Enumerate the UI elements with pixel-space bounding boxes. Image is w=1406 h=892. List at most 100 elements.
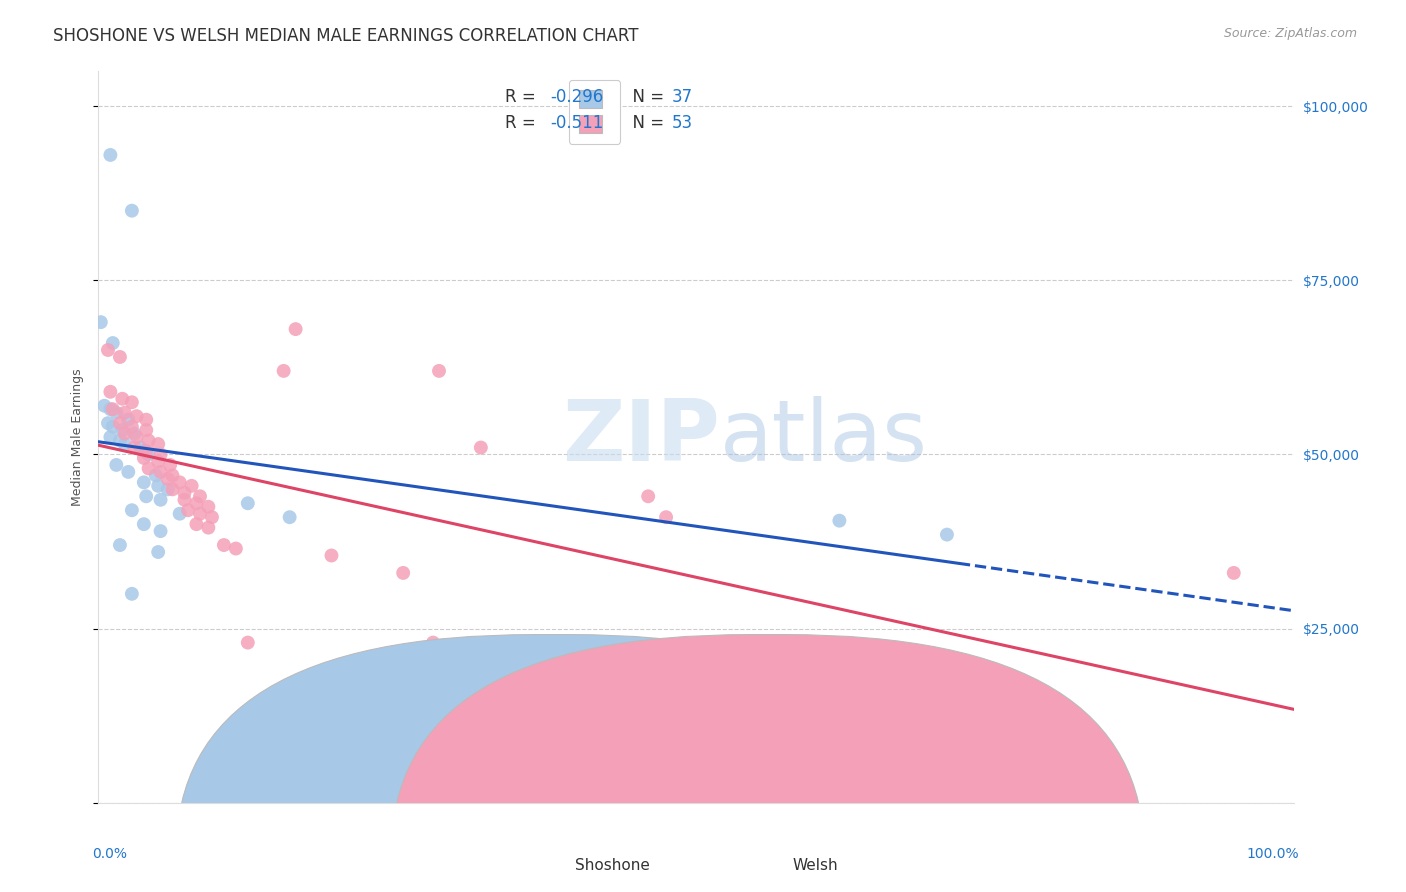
Text: ZIP: ZIP — [562, 395, 720, 479]
FancyBboxPatch shape — [176, 634, 929, 892]
Point — [186, 496, 208, 510]
Point — [111, 392, 134, 406]
Point — [180, 479, 202, 493]
Point — [236, 496, 259, 510]
Point — [321, 549, 343, 563]
Point — [637, 489, 659, 503]
Point — [148, 437, 170, 451]
Text: Shoshone: Shoshone — [575, 858, 650, 872]
Point — [278, 510, 301, 524]
Point — [135, 412, 157, 426]
Point — [98, 402, 122, 417]
FancyBboxPatch shape — [391, 634, 1144, 892]
Point — [97, 416, 120, 430]
Point — [129, 441, 152, 455]
Point — [828, 514, 851, 528]
Point — [197, 500, 219, 514]
Point — [108, 416, 131, 430]
Point — [132, 450, 155, 465]
Point — [101, 402, 124, 417]
Point — [98, 148, 122, 162]
Point — [186, 517, 208, 532]
Point — [93, 399, 115, 413]
Text: SHOSHONE VS WELSH MEDIAN MALE EARNINGS CORRELATION CHART: SHOSHONE VS WELSH MEDIAN MALE EARNINGS C… — [53, 27, 638, 45]
Point — [188, 489, 211, 503]
Text: R =: R = — [505, 113, 546, 131]
Text: R =: R = — [505, 88, 541, 106]
Text: -0.296: -0.296 — [550, 88, 603, 106]
Point — [169, 507, 191, 521]
Point — [733, 657, 755, 671]
Point — [148, 545, 170, 559]
Point — [149, 524, 172, 538]
Point — [98, 430, 122, 444]
Point — [156, 472, 179, 486]
Point — [138, 461, 160, 475]
Point — [236, 635, 259, 649]
Text: -0.511: -0.511 — [550, 113, 603, 131]
Text: 53: 53 — [672, 113, 693, 131]
Point — [125, 409, 148, 424]
Point — [124, 441, 146, 455]
Point — [149, 465, 172, 479]
Point — [132, 444, 155, 458]
Point — [114, 406, 136, 420]
Point — [135, 489, 157, 503]
Point — [936, 527, 959, 541]
Point — [121, 395, 143, 409]
Point — [1223, 566, 1246, 580]
Point — [177, 503, 200, 517]
Point — [108, 434, 131, 448]
Point — [90, 315, 112, 329]
Point — [201, 510, 224, 524]
Point — [284, 322, 307, 336]
Point — [138, 434, 160, 448]
Point — [101, 419, 124, 434]
Point — [159, 458, 181, 472]
Point — [108, 350, 131, 364]
Point — [149, 448, 172, 462]
Text: Welsh: Welsh — [793, 858, 838, 872]
Point — [188, 507, 211, 521]
Point — [105, 406, 128, 420]
Point — [121, 203, 143, 218]
Point — [105, 458, 128, 472]
Point — [121, 419, 143, 434]
Point — [114, 437, 136, 451]
Point — [149, 492, 172, 507]
Point — [392, 566, 415, 580]
Point — [145, 468, 167, 483]
Point — [114, 426, 136, 441]
Text: atlas: atlas — [720, 395, 928, 479]
Point — [117, 412, 139, 426]
Text: N =: N = — [621, 88, 669, 106]
Point — [138, 448, 160, 462]
Point — [108, 538, 131, 552]
Point — [98, 384, 122, 399]
Point — [124, 426, 146, 441]
Point — [121, 587, 143, 601]
Point — [135, 423, 157, 437]
Text: 100.0%: 100.0% — [1247, 847, 1299, 861]
Point — [162, 468, 184, 483]
Text: Source: ZipAtlas.com: Source: ZipAtlas.com — [1223, 27, 1357, 40]
Point — [132, 517, 155, 532]
Text: 37: 37 — [672, 88, 693, 106]
Text: 0.0%: 0.0% — [93, 847, 128, 861]
Point — [117, 465, 139, 479]
Point — [173, 492, 195, 507]
Point — [212, 538, 235, 552]
Text: N =: N = — [621, 113, 669, 131]
Point — [148, 479, 170, 493]
Point — [162, 483, 184, 497]
Point — [422, 635, 444, 649]
Point — [655, 510, 678, 524]
Y-axis label: Median Male Earnings: Median Male Earnings — [72, 368, 84, 506]
Legend: , : , — [568, 79, 620, 144]
Point — [173, 485, 195, 500]
Point — [690, 733, 713, 747]
Point — [121, 503, 143, 517]
Point — [125, 430, 148, 444]
Point — [111, 423, 134, 437]
Point — [148, 454, 170, 468]
